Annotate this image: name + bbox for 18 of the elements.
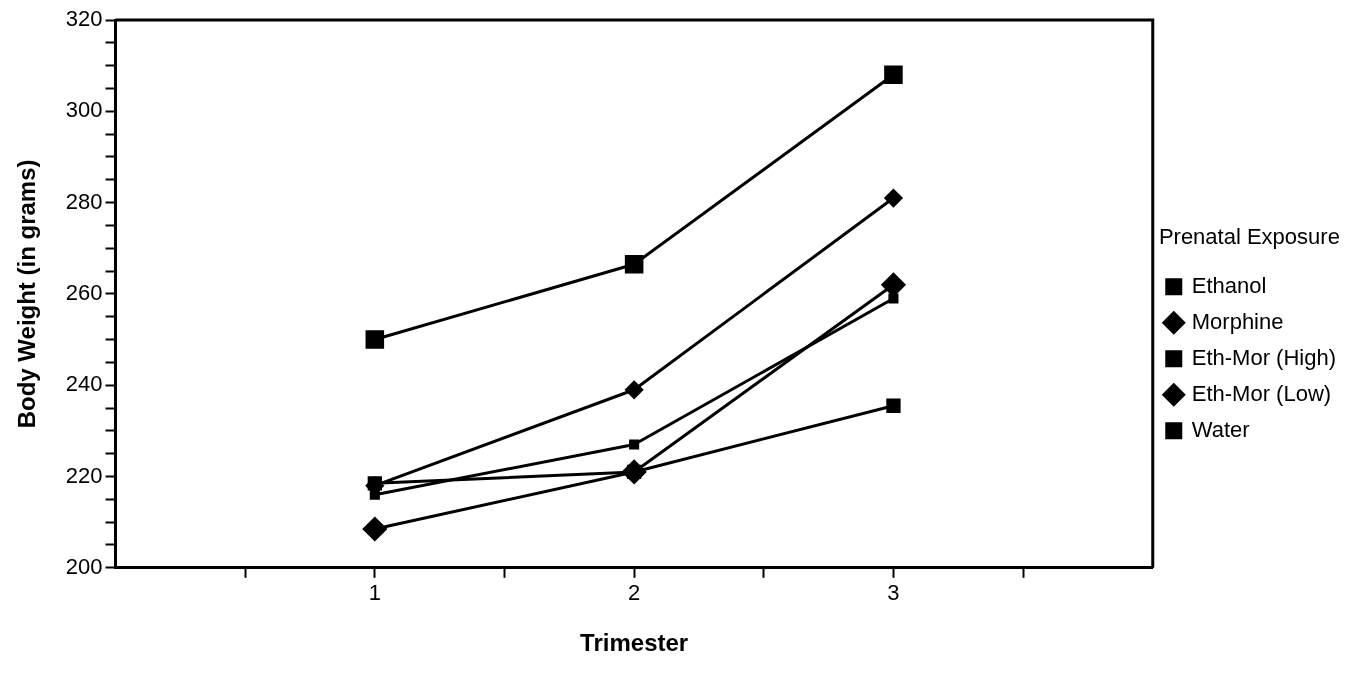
y-tick-label: 200 <box>65 553 103 579</box>
y-tick-label: 220 <box>65 462 103 488</box>
legend-title: Prenatal Exposure <box>1158 224 1340 250</box>
legend-label: Eth-Mor (High) <box>1191 344 1336 370</box>
legend-label: Morphine <box>1191 308 1284 334</box>
legend-label: Ethanol <box>1191 272 1267 298</box>
y-tick-label: 300 <box>65 97 103 123</box>
x-tick-label: 3 <box>887 580 900 606</box>
y-tick-label: 260 <box>65 279 103 305</box>
y-axis-title: Body Weight (in grams) <box>13 159 41 429</box>
legend-label: Water <box>1191 416 1250 442</box>
x-axis-title: Trimester <box>580 629 689 657</box>
y-tick-label: 240 <box>65 371 103 397</box>
x-tick-label: 1 <box>368 580 381 606</box>
y-tick-label: 280 <box>65 188 103 214</box>
x-tick-label: 2 <box>628 580 641 606</box>
legend-label: Eth-Mor (Low) <box>1191 380 1332 406</box>
y-tick-label: 320 <box>65 6 103 32</box>
